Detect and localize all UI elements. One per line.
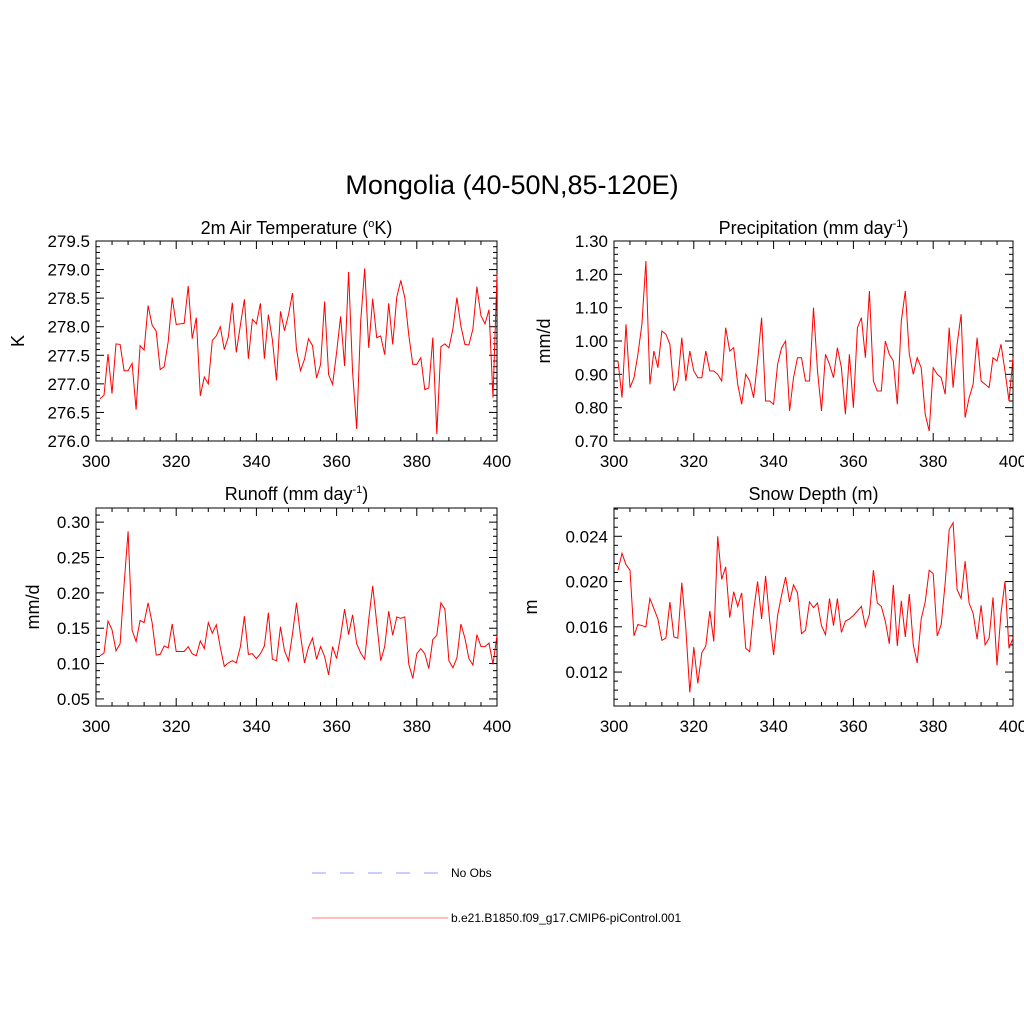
air-temperature-y-tick-label: 278.5 (47, 289, 90, 308)
precipitation-series-line (617, 260, 1014, 432)
precipitation-x-tick-label: 340 (759, 452, 787, 471)
air-temperature-y-tick-label: 279.0 (47, 261, 90, 280)
chart-panel-snow-depth: Snow Depth (m) m 300 320 340 360 380 400 0.012 0.… (521, 484, 1024, 736)
runoff-x-tick-label: 400 (483, 717, 511, 736)
chart-panel-precipitation: Precipitation (mm day-1) mm/d 300 320 340 360… (534, 218, 1024, 471)
air-temperature-y-tick-label: 278.0 (47, 318, 90, 337)
air-temperature-x-tick-label: 320 (162, 452, 190, 471)
legend: No Obs b.e21.B1850.f09_g17.CMIP6-piContr… (312, 866, 681, 925)
legend-label-model: b.e21.B1850.f09_g17.CMIP6-piControl.001 (451, 911, 681, 925)
runoff-title: Runoff (mm day-1) (225, 484, 369, 504)
runoff-x-tick-label: 380 (403, 717, 431, 736)
figure-title: Mongolia (40-50N,85-120E) (345, 170, 678, 200)
snow-depth-title: Snow Depth (m) (748, 484, 878, 504)
precipitation-y-tick-label: 1.00 (575, 332, 608, 351)
precipitation-y-tick-label: 1.30 (575, 232, 608, 251)
runoff-y-tick-label: 0.20 (57, 584, 90, 603)
air-temperature-title-tail: K) (374, 218, 392, 238)
precipitation-y-axis-label: mm/d (534, 319, 554, 364)
snow-depth-x-tick-label: 360 (839, 717, 867, 736)
air-temperature-y-tick-label: 276.5 (47, 403, 90, 422)
snow-depth-y-tick-label: 0.016 (565, 618, 608, 637)
runoff-y-tick-label: 0.30 (57, 513, 90, 532)
snow-depth-y-axis-label: m (521, 600, 541, 615)
air-temperature-title-superscript: o (368, 218, 374, 230)
precipitation-y-tick-label: 0.80 (575, 399, 608, 418)
air-temperature-y-tick-label: 277.5 (47, 346, 90, 365)
precipitation-x-tick-label: 300 (600, 452, 628, 471)
air-temperature-x-tick-label: 360 (322, 452, 350, 471)
runoff-title-superscript: -1 (352, 484, 362, 496)
snow-depth-x-tick-label: 400 (999, 717, 1024, 736)
precipitation-title-text: Precipitation (mm day (719, 218, 893, 238)
snow-depth-y-tick-label: 0.024 (565, 527, 608, 546)
runoff-title-tail: ) (362, 484, 368, 504)
air-temperature-y-tick-label: 277.0 (47, 375, 90, 394)
runoff-y-axis-label: mm/d (23, 585, 43, 630)
snow-depth-series-line (617, 520, 1014, 693)
air-temperature-title: 2m Air Temperature (oK) (201, 218, 393, 238)
chart-panel-runoff: Runoff (mm day-1) mm/d 300 320 340 360 380 400 0… (23, 484, 511, 736)
air-temperature-series-line (99, 268, 498, 435)
snow-depth-x-tick-label: 300 (600, 717, 628, 736)
runoff-y-tick-label: 0.15 (57, 619, 90, 638)
runoff-title-text: Runoff (mm day (225, 484, 353, 504)
air-temperature-y-tick-label: 276.0 (47, 432, 90, 451)
air-temperature-x-tick-label: 340 (242, 452, 270, 471)
air-temperature-x-tick-label: 400 (483, 452, 511, 471)
runoff-x-tick-label: 360 (322, 717, 350, 736)
runoff-x-tick-label: 320 (162, 717, 190, 736)
precipitation-x-tick-label: 320 (680, 452, 708, 471)
runoff-x-tick-label: 340 (242, 717, 270, 736)
precipitation-x-tick-label: 400 (999, 452, 1024, 471)
snow-depth-x-tick-label: 320 (680, 717, 708, 736)
runoff-y-tick-label: 0.25 (57, 549, 90, 568)
snow-depth-x-tick-label: 340 (759, 717, 787, 736)
runoff-y-tick-label: 0.05 (57, 690, 90, 709)
precipitation-y-tick-label: 1.10 (575, 299, 608, 318)
air-temperature-x-tick-label: 300 (82, 452, 110, 471)
snow-depth-plot-frame (613, 507, 1014, 707)
snow-depth-y-tick-label: 0.012 (565, 663, 608, 682)
runoff-x-tick-label: 300 (82, 717, 110, 736)
precipitation-x-tick-label: 380 (919, 452, 947, 471)
air-temperature-y-tick-label: 279.5 (47, 232, 90, 251)
runoff-y-tick-label: 0.10 (57, 655, 90, 674)
snow-depth-y-tick-label: 0.020 (565, 573, 608, 592)
precipitation-y-tick-label: 0.90 (575, 365, 608, 384)
precipitation-y-tick-label: 1.20 (575, 265, 608, 284)
precipitation-title-tail: ) (902, 218, 908, 238)
snow-depth-title-text: Snow Depth (m) (748, 484, 878, 504)
precipitation-x-tick-label: 360 (839, 452, 867, 471)
precipitation-title: Precipitation (mm day-1) (719, 218, 909, 238)
air-temperature-y-axis-label: K (8, 335, 28, 347)
precipitation-title-superscript: -1 (893, 218, 903, 230)
precipitation-y-tick-label: 0.70 (575, 432, 608, 451)
legend-label-no-obs: No Obs (451, 866, 492, 880)
air-temperature-plot-frame (95, 240, 498, 442)
air-temperature-title-text: 2m Air Temperature ( (201, 218, 369, 238)
runoff-plot-frame (95, 507, 498, 707)
air-temperature-x-tick-label: 380 (403, 452, 431, 471)
chart-panel-air-temperature: 2m Air Temperature (oK) K 300 320 340 360 380 4… (8, 218, 511, 471)
precipitation-plot-frame (613, 240, 1014, 442)
snow-depth-x-tick-label: 380 (919, 717, 947, 736)
runoff-series-line (99, 531, 498, 679)
